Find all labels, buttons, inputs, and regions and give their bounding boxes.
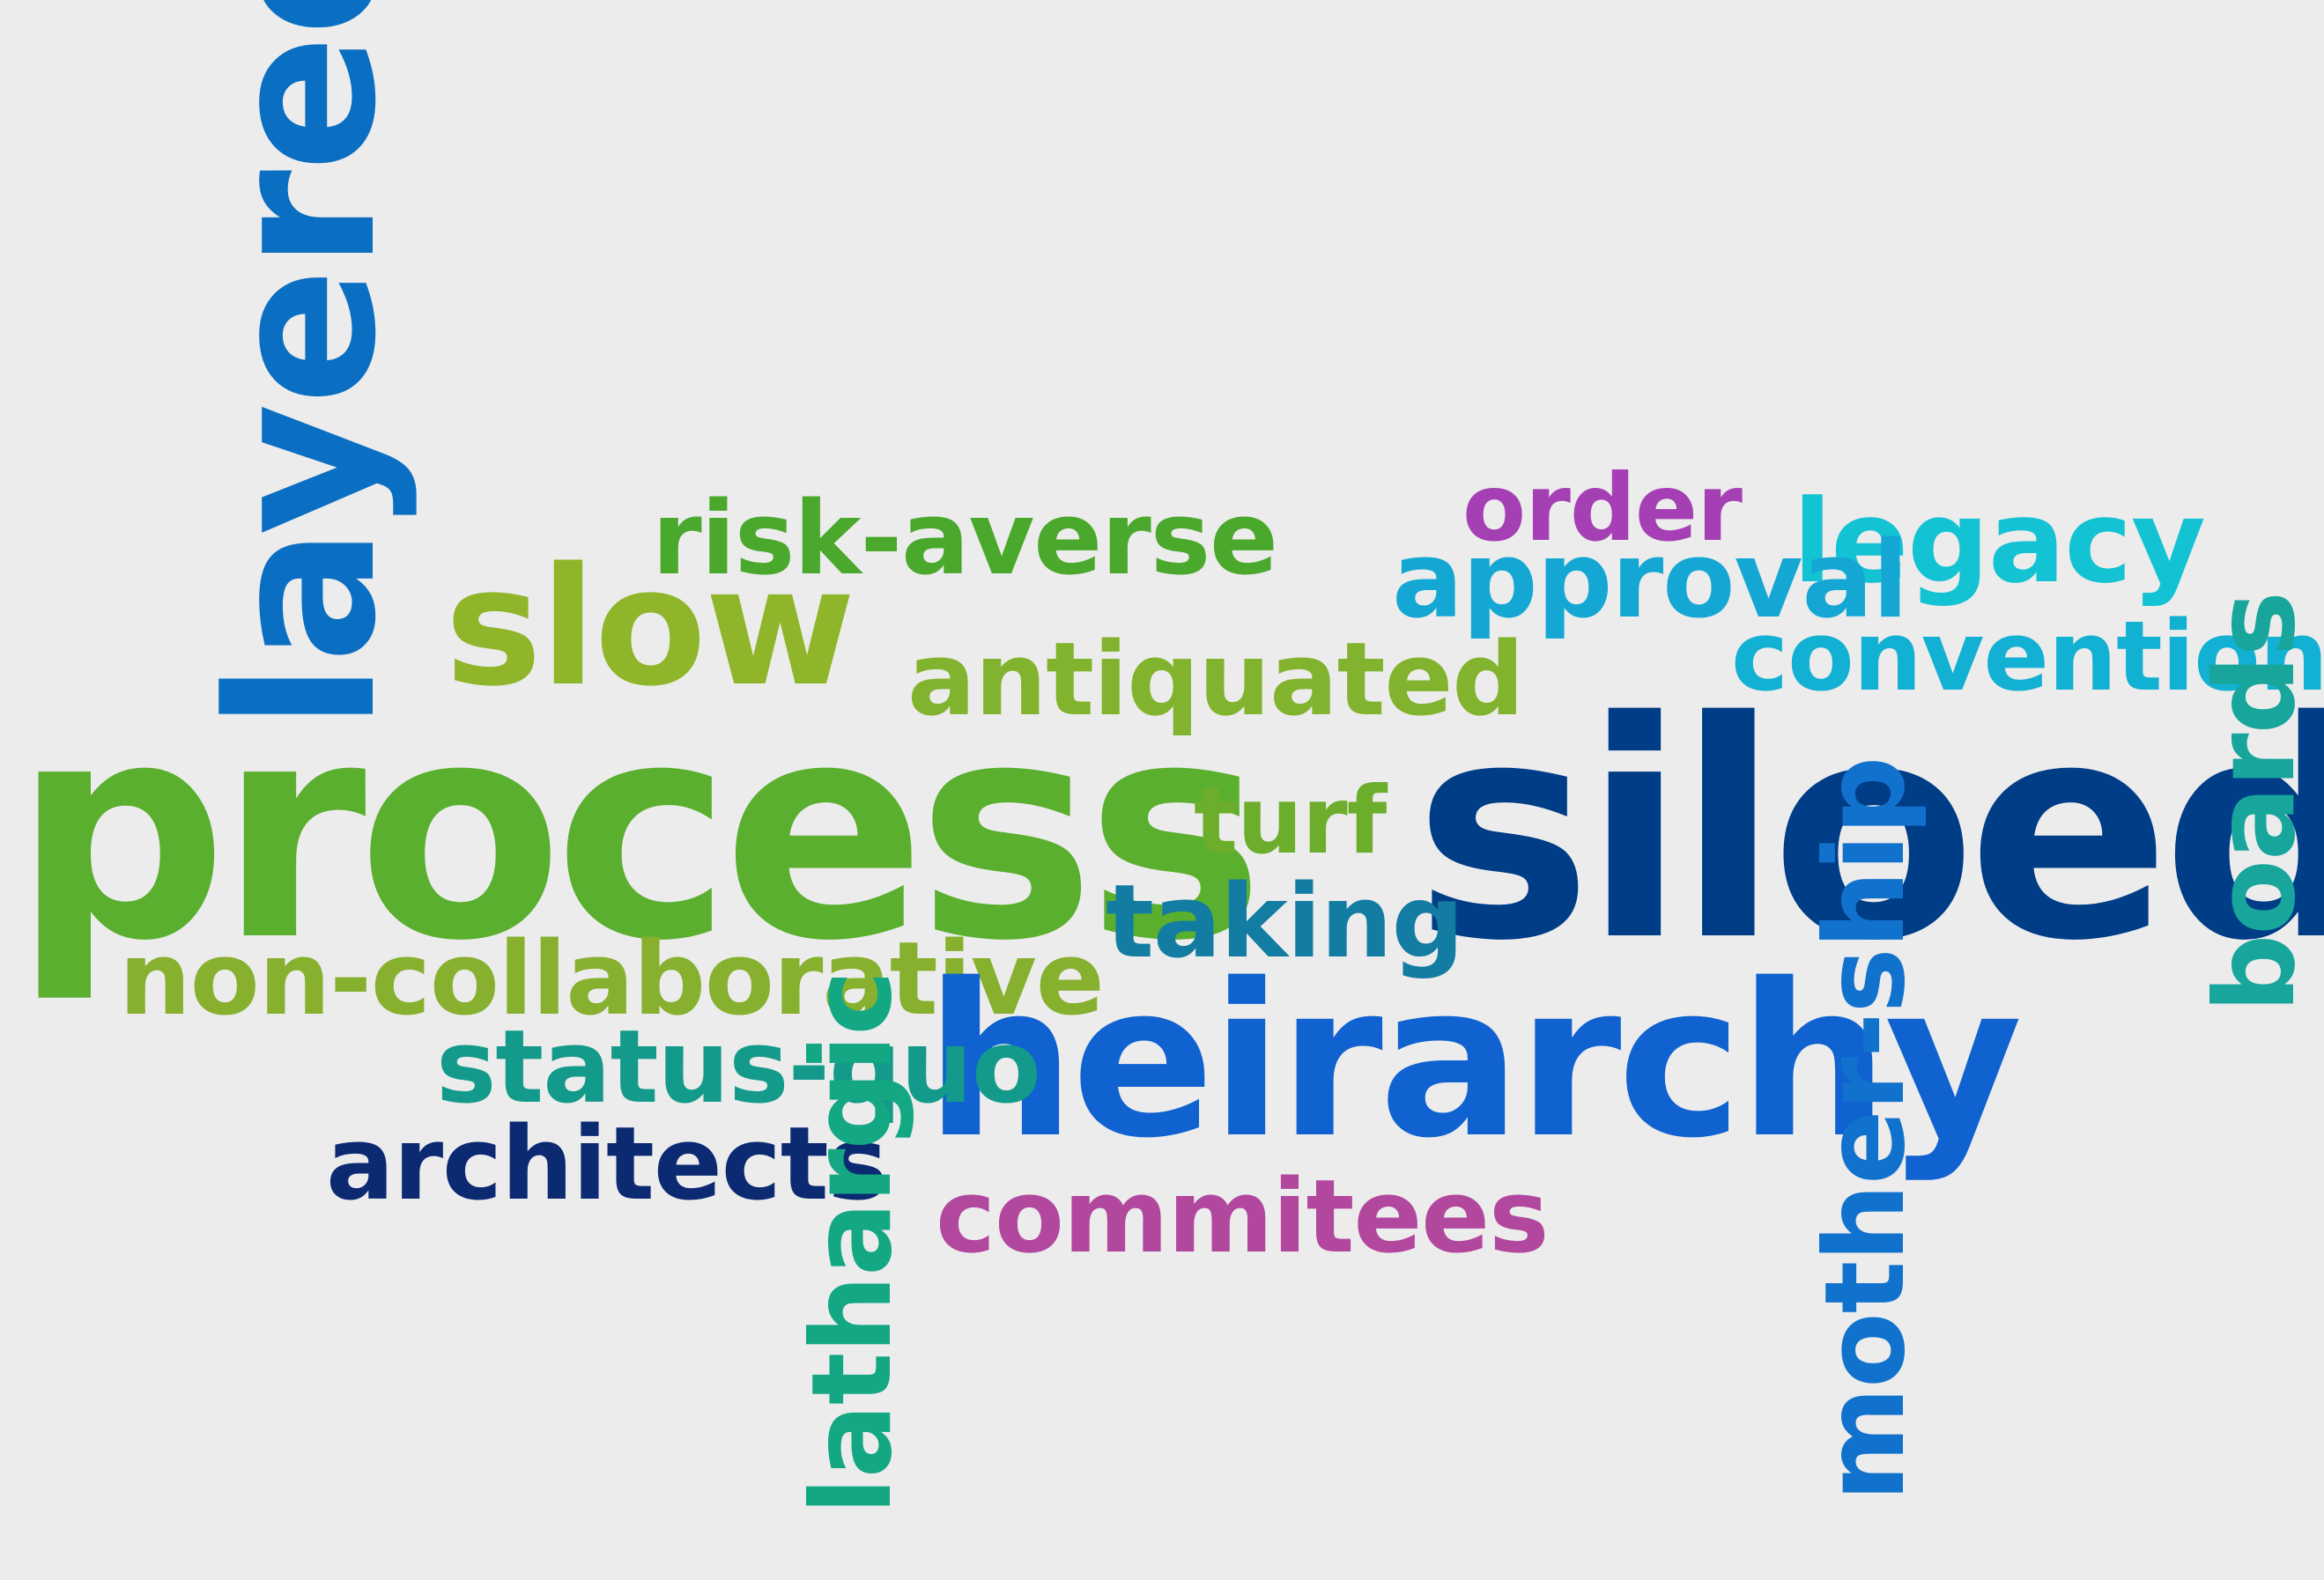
word-approval: approval bbox=[1392, 520, 1908, 642]
word-lathargic: lathargic bbox=[788, 971, 916, 1515]
word-architects: architects bbox=[326, 1105, 888, 1223]
word-risk-averse: risk-averse bbox=[652, 480, 1278, 598]
word-commitees: commitees bbox=[936, 1158, 1549, 1276]
word-heirarchy: heirarchy bbox=[925, 938, 2023, 1185]
word-non-collaborative: non-collaborative bbox=[119, 920, 1105, 1038]
word-conventional: conventional bbox=[1731, 600, 2324, 712]
word-siloed: siloed bbox=[1414, 658, 2324, 1007]
word-boards: boards bbox=[2192, 592, 2320, 1013]
word-mother-ship: mother-ship bbox=[1802, 757, 1929, 1502]
word-antiquated: antiquated bbox=[907, 621, 1525, 739]
word-slow: slow bbox=[445, 532, 855, 722]
word-taking: taking bbox=[1106, 863, 1464, 981]
word-process: process bbox=[13, 658, 1264, 1007]
word-order: order bbox=[1462, 454, 1743, 562]
word-status-quo: status-quo bbox=[436, 1008, 1041, 1126]
word-turf: turf bbox=[1194, 767, 1387, 875]
word-legacy: legacy bbox=[1793, 475, 2206, 609]
word-layered: layered bbox=[186, 0, 421, 731]
